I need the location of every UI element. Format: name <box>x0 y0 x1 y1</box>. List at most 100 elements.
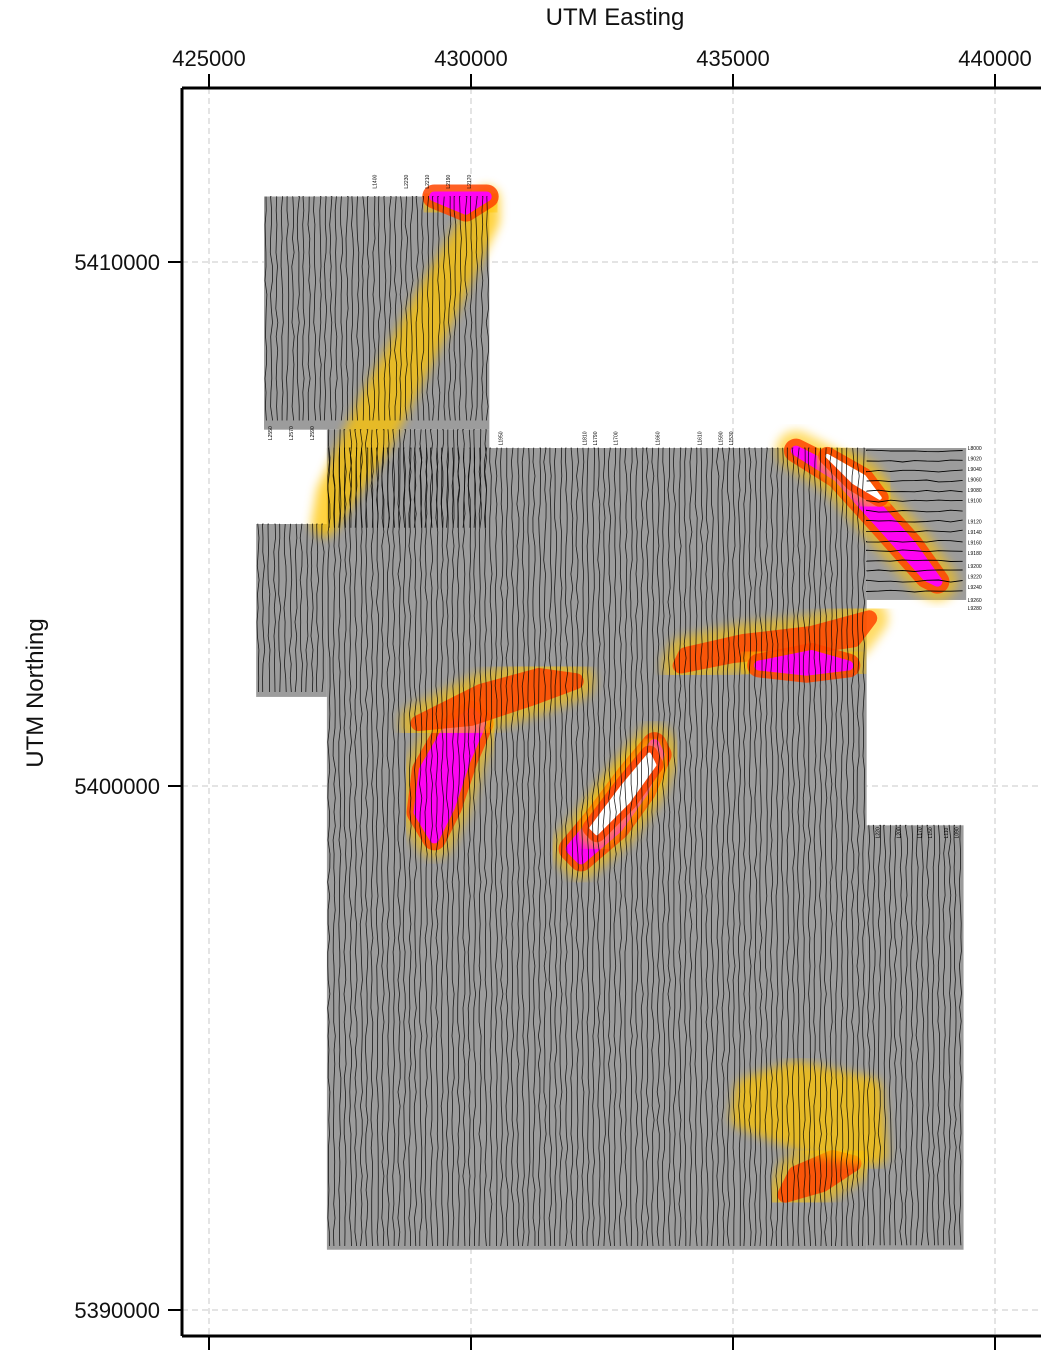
flight-line-label: L1530 <box>729 431 735 445</box>
survey-block-west-wing <box>256 524 327 697</box>
flight-line <box>283 523 287 693</box>
flight-line <box>564 447 569 1247</box>
flight-line <box>866 479 963 483</box>
flight-line <box>305 523 309 693</box>
flight-line <box>920 824 925 1246</box>
flight-line <box>953 824 957 1246</box>
flight-line <box>402 447 407 1247</box>
flight-line <box>651 447 655 1247</box>
flight-line <box>323 196 328 421</box>
flight-line <box>764 447 768 1247</box>
flight-line <box>554 447 558 1247</box>
tie-line-label: L9080 <box>968 488 982 494</box>
flight-line <box>365 429 369 528</box>
flight-line <box>435 447 439 1247</box>
flight-line-label: L090 <box>954 827 960 838</box>
flight-line <box>926 824 930 1246</box>
flight-line <box>899 824 903 1246</box>
flight-line-label: L1590 <box>719 431 725 445</box>
flight-line-label: L2190 <box>446 175 452 189</box>
flight-line <box>310 523 314 693</box>
flight-line <box>948 824 952 1246</box>
flight-line <box>419 447 423 1246</box>
flight-line <box>710 447 714 1247</box>
anomaly-south-warm <box>730 1061 888 1166</box>
flight-line <box>489 447 493 1247</box>
flight-line <box>483 447 488 1247</box>
flight-line <box>307 196 311 421</box>
flight-line <box>475 196 478 421</box>
flight-line <box>296 196 300 421</box>
tie-line-label: L9240 <box>968 585 982 591</box>
flight-line <box>866 489 963 493</box>
flight-line <box>672 447 677 1247</box>
flight-line <box>732 447 736 1246</box>
tie-line-label: L9040 <box>968 467 982 473</box>
flight-line <box>356 196 360 421</box>
flight-line <box>705 447 709 1247</box>
flight-line <box>361 196 365 421</box>
y-tick-label: 5390000 <box>74 1298 160 1323</box>
survey-block-south-east <box>866 825 964 1250</box>
flight-line <box>866 579 963 583</box>
flight-line <box>754 447 758 1247</box>
flight-line-label: L2230 <box>404 175 410 189</box>
flight-line <box>893 824 898 1246</box>
flight-line <box>537 447 542 1247</box>
flight-line-label: L1610 <box>698 431 704 445</box>
tie-line-label: L9100 <box>968 498 982 504</box>
flight-line <box>354 429 358 528</box>
flight-line <box>586 447 590 1247</box>
flight-line-label: L1810 <box>582 431 588 445</box>
flight-line <box>451 447 455 1246</box>
tie-line-label: L9160 <box>968 540 982 546</box>
flight-line <box>608 447 612 1247</box>
flight-line-label: L220 <box>876 827 882 838</box>
flight-line <box>327 447 331 1247</box>
flight-line-label: L1660 <box>656 431 662 445</box>
flight-line <box>845 447 849 1247</box>
flight-line <box>478 429 482 528</box>
flight-line <box>432 196 435 421</box>
flight-line <box>548 447 552 1247</box>
flight-line <box>456 447 461 1247</box>
flight-line <box>435 429 439 528</box>
flight-line <box>629 447 633 1247</box>
flight-line <box>264 196 268 421</box>
flight-line <box>386 447 390 1247</box>
flight-line <box>683 447 687 1247</box>
flight-line <box>856 447 860 1247</box>
flight-line <box>866 569 963 572</box>
flight-line <box>377 196 381 421</box>
flight-line-label: L2550 <box>268 426 274 440</box>
flight-line <box>667 447 671 1247</box>
flight-line <box>442 196 446 421</box>
flight-line <box>624 447 628 1247</box>
flight-line <box>883 824 887 1246</box>
tie-line-label: L9260 <box>968 598 982 604</box>
flight-line <box>802 447 806 1247</box>
flight-line <box>381 447 385 1247</box>
flight-line <box>334 196 338 421</box>
flight-line <box>931 824 935 1246</box>
flight-line <box>689 447 693 1247</box>
flight-line <box>338 447 342 1247</box>
flight-line-label: L1790 <box>593 431 599 445</box>
flight-line <box>570 447 574 1247</box>
flight-line <box>447 196 452 421</box>
flight-line <box>399 196 403 421</box>
flight-line <box>273 523 276 693</box>
flight-line <box>602 447 606 1247</box>
flight-line <box>366 196 371 421</box>
flight-line <box>351 196 354 421</box>
flight-line-label: L1950 <box>498 431 504 445</box>
flight-line <box>748 447 752 1247</box>
flight-lines <box>256 196 963 1247</box>
flight-line <box>618 447 623 1247</box>
flight-line-label: L150 <box>928 827 934 838</box>
flight-line <box>743 447 747 1247</box>
flight-line <box>597 447 601 1247</box>
flight-line <box>818 447 822 1247</box>
y-tick-label: 5400000 <box>74 774 160 799</box>
flight-line <box>294 523 298 693</box>
